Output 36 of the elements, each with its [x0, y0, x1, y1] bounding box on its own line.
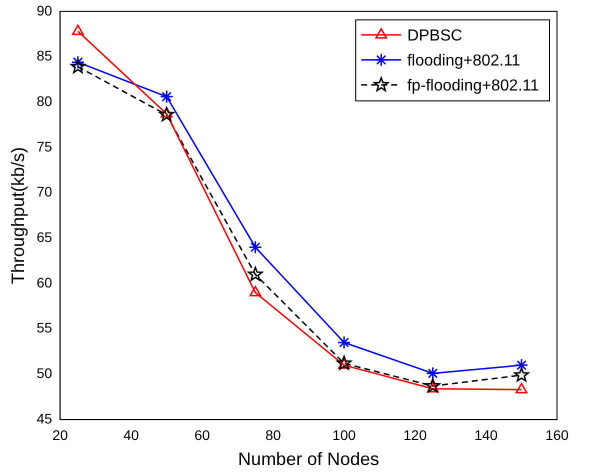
point: [159, 107, 174, 122]
y-tick-label: 90: [36, 2, 52, 18]
y-tick-label: 75: [36, 138, 52, 154]
point: [516, 382, 528, 394]
point: [248, 266, 263, 281]
y-axis-title: Throughput(kb/s): [8, 146, 28, 284]
legend-label: DPBSC: [407, 27, 462, 44]
point: [514, 367, 529, 382]
y-tick-label: 65: [36, 229, 52, 246]
point: [70, 58, 86, 74]
y-tick-label: 55: [36, 320, 52, 336]
point: [426, 366, 440, 380]
point: [249, 286, 262, 296]
point: [337, 336, 351, 350]
x-tick-label: 20: [52, 426, 68, 443]
point: [160, 90, 174, 104]
y-tick-label: 45: [36, 410, 52, 426]
x-tick-label: 60: [194, 426, 210, 443]
legend-label: flooding+802.11: [407, 52, 520, 70]
point: [72, 24, 84, 36]
legend-label: fp-flooding+802.11: [407, 77, 540, 94]
y-tick-label: 60: [36, 274, 52, 290]
point: [248, 240, 262, 254]
x-tick-label: 160: [545, 426, 569, 443]
y-tick-label: 80: [36, 92, 52, 109]
point: [514, 358, 528, 372]
y-tick-label: 50: [36, 365, 52, 382]
x-tick-label: 80: [265, 426, 282, 443]
x-tick-label: 100: [332, 426, 356, 443]
y-tick-label: 85: [36, 48, 52, 64]
y-tick-label: 70: [36, 184, 52, 200]
x-tick-label: 120: [403, 426, 427, 443]
point: [425, 378, 440, 392]
x-tick-label: 40: [123, 426, 140, 443]
x-tick-label: 140: [474, 426, 498, 443]
x-axis-title: Number of Nodes: [238, 449, 380, 470]
